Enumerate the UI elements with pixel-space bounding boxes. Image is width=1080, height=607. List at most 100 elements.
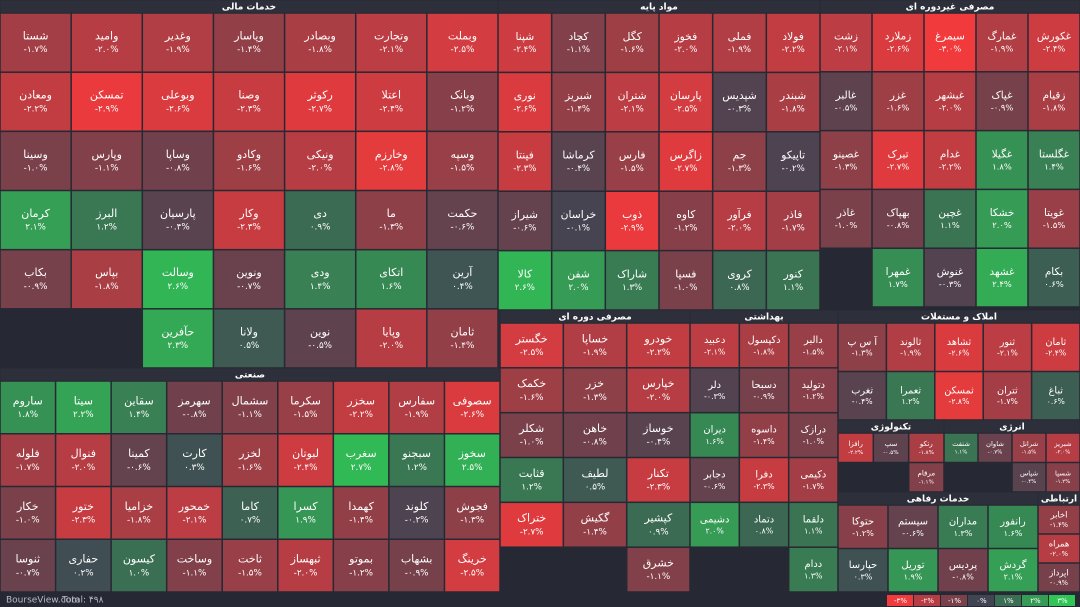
stock-name: توریل bbox=[901, 560, 924, 571]
stock-name: اپرداز bbox=[1048, 567, 1068, 577]
stock-name: شبریز bbox=[1053, 440, 1071, 448]
stock-tile bbox=[213, 72, 285, 132]
stock-change: ۰.۲% bbox=[73, 568, 94, 578]
stock-name: لطیف bbox=[581, 467, 608, 480]
stock-change: ۱.۴% bbox=[310, 282, 331, 292]
stock-tile bbox=[142, 131, 214, 191]
stock-name: کنور bbox=[783, 267, 804, 280]
stock-name: فارس bbox=[619, 149, 646, 162]
stock-tile bbox=[1028, 130, 1080, 190]
stock-change: -۱.۰% bbox=[835, 220, 858, 230]
stock-name: دجابر bbox=[703, 469, 726, 480]
stock-name: وسپه bbox=[451, 148, 475, 161]
stock-tile bbox=[873, 433, 909, 463]
stock-name: خکمک bbox=[517, 377, 546, 390]
stock-tile bbox=[0, 72, 71, 132]
stock-tile bbox=[355, 249, 427, 309]
stock-tile bbox=[551, 13, 606, 73]
stock-tile bbox=[333, 381, 389, 434]
stock-name: ونیکی bbox=[307, 148, 334, 161]
stock-change: ۲.۶% bbox=[515, 283, 535, 293]
stock-tile bbox=[1012, 433, 1046, 463]
stock-change: -۳.۰% bbox=[939, 44, 962, 54]
stock-change: -۲.۸% bbox=[379, 164, 403, 174]
stock-name: مرقام bbox=[918, 468, 936, 477]
stock-change: -۱.۱% bbox=[238, 410, 262, 420]
stock-tile bbox=[712, 13, 767, 73]
stock-tile bbox=[71, 13, 143, 72]
stock-tile bbox=[389, 486, 445, 539]
stock-name: سکرما bbox=[290, 394, 321, 407]
stock-change: -۲.۸% bbox=[949, 397, 970, 406]
stock-name: ثنور bbox=[999, 337, 1016, 348]
stock-name: وکار bbox=[238, 207, 258, 220]
stock-tile bbox=[355, 131, 427, 191]
stock-name: دیران bbox=[703, 425, 726, 436]
sector: صنعتی سصوفی -۲.۶% سفارس -۱.۹% سخزر -۲.۲% سکرما -… bbox=[0, 368, 500, 592]
stock-name: ما bbox=[387, 207, 396, 220]
stock-tile bbox=[166, 381, 222, 434]
stock-name: کارت bbox=[182, 447, 207, 460]
stock-change: ۰.۴% bbox=[452, 282, 473, 292]
stock-tile bbox=[0, 190, 71, 250]
stock-name: آ س پ bbox=[847, 335, 878, 348]
stock-tile bbox=[222, 381, 278, 434]
stock-name: وتجارت bbox=[374, 30, 409, 43]
stock-change: -۱.۵% bbox=[1022, 450, 1037, 456]
stock-change: -۱.۷% bbox=[803, 482, 825, 491]
stock-change: -۲.۰% bbox=[1056, 450, 1071, 456]
sector: تکنولوژی رتکو -۱.۸% سپ -۰.۵% رافزا -۲.۲% مرقام -… bbox=[838, 420, 944, 492]
stock-change: -۰.۹% bbox=[405, 568, 429, 578]
stock-name: شنفت bbox=[952, 440, 970, 448]
stock-tile bbox=[690, 502, 740, 547]
stock-name: تاپیکو bbox=[780, 149, 805, 162]
stock-name: خمحور bbox=[178, 500, 210, 513]
stock-name: ختراک bbox=[517, 512, 546, 525]
stock-tile bbox=[278, 539, 334, 592]
stock-tile bbox=[333, 486, 389, 539]
stock-change: ۰.۳% bbox=[184, 463, 205, 473]
stock-change: -۱.۶% bbox=[238, 463, 262, 473]
stock-tile bbox=[166, 434, 222, 487]
stock-change: -۰.۳% bbox=[728, 105, 751, 115]
stock-change: -۲.۱% bbox=[835, 44, 858, 54]
sector-header bbox=[820, 0, 1080, 13]
stock-name: دالبر bbox=[803, 335, 823, 346]
stock-tile bbox=[988, 548, 1038, 592]
stock-name: وسالت bbox=[162, 266, 194, 279]
stock-tile bbox=[924, 248, 976, 307]
stock-change: -۰.۴% bbox=[852, 397, 873, 406]
stock-change: ۲.۰% bbox=[568, 283, 588, 293]
sector-header bbox=[838, 492, 1038, 505]
stock-tile bbox=[626, 502, 690, 547]
stock-change: -۱.۸% bbox=[753, 347, 775, 356]
stock-tile bbox=[605, 72, 659, 132]
stock-name: بپاس bbox=[95, 266, 118, 279]
stock-tile bbox=[563, 368, 627, 413]
stock-name: ددام bbox=[805, 559, 823, 570]
stock-name: وساخت bbox=[177, 553, 212, 566]
stock-change: ۱.۳% bbox=[804, 571, 823, 580]
stock-name: شپنا bbox=[515, 30, 534, 43]
stock-tile bbox=[820, 13, 872, 72]
stock-tile bbox=[872, 130, 924, 190]
stock-name: سصوفی bbox=[453, 394, 492, 407]
stock-tile bbox=[626, 368, 690, 413]
stock-change: -۲.۱% bbox=[997, 349, 1018, 358]
stock-change: -۱.۰% bbox=[803, 437, 825, 446]
stock-change: ۱.۳% bbox=[622, 283, 642, 293]
stock-name: آرین bbox=[453, 265, 474, 279]
stock-tile bbox=[427, 72, 498, 132]
stock-name: اتکای bbox=[379, 266, 403, 279]
stock-name: لبوتان bbox=[292, 447, 319, 460]
stock-tile bbox=[690, 323, 740, 368]
stock-name: بهپاک bbox=[886, 207, 909, 219]
stock-name: شتران bbox=[618, 89, 647, 102]
stock-change: ۱.۴% bbox=[129, 410, 150, 420]
sector-header bbox=[500, 310, 690, 323]
stock-tile bbox=[888, 505, 938, 549]
stock-name: شاراک bbox=[617, 267, 647, 280]
sector-header bbox=[838, 420, 944, 433]
stock-change: -۱.۳% bbox=[379, 223, 403, 233]
